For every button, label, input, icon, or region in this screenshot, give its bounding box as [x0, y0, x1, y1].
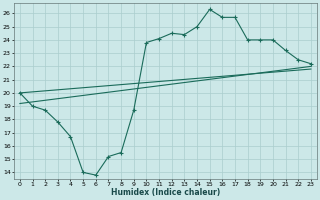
X-axis label: Humidex (Indice chaleur): Humidex (Indice chaleur) — [111, 188, 220, 197]
